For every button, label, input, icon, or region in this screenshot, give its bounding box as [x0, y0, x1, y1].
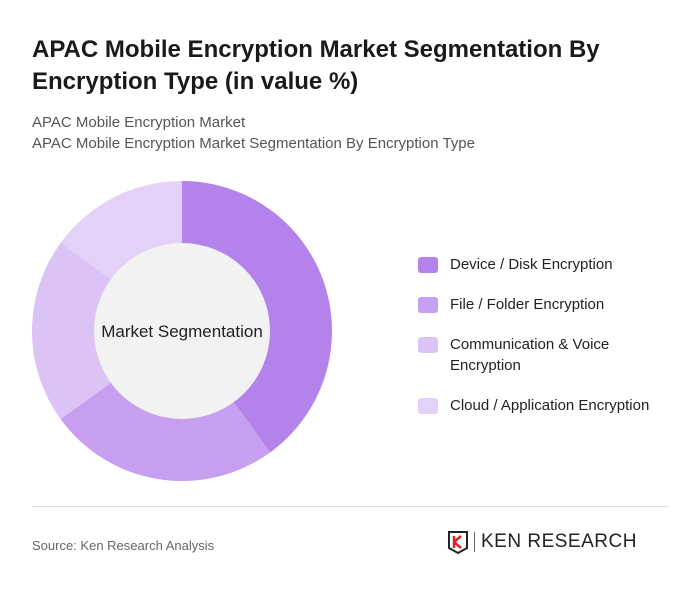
legend-swatch [418, 297, 438, 313]
legend-item: Communication & Voice Encryption [418, 334, 688, 376]
legend: Device / Disk Encryption File / Folder En… [418, 254, 688, 435]
chart-title: APAC Mobile Encryption Market Segmentati… [32, 36, 600, 95]
chart-subtitle: APAC Mobile Encryption Market [32, 114, 246, 131]
legend-label: Communication & Voice Encryption [450, 336, 610, 374]
divider [32, 506, 668, 507]
legend-swatch [418, 257, 438, 273]
logo-text: KEN RESEARCH [481, 531, 637, 552]
legend-label: Cloud / Application Encryption [450, 397, 650, 414]
legend-label: File / Folder Encryption [450, 296, 605, 313]
legend-swatch [418, 398, 438, 414]
ken-research-logo: KEN RESEARCH [447, 530, 637, 554]
legend-label: Device / Disk Encryption [450, 256, 613, 273]
legend-item: File / Folder Encryption [418, 294, 688, 315]
legend-item: Cloud / Application Encryption [418, 395, 688, 416]
legend-item: Device / Disk Encryption [418, 254, 688, 275]
source-note: Source: Ken Research Analysis [32, 538, 215, 553]
donut-hole [94, 243, 270, 419]
legend-swatch [418, 337, 438, 353]
chart-subtitle-2: APAC Mobile Encryption Market Segmentati… [32, 135, 475, 152]
donut-chart: Market Segmentation [31, 181, 332, 481]
center-label: Market Segmentation [101, 322, 263, 341]
logo-icon [448, 531, 468, 554]
